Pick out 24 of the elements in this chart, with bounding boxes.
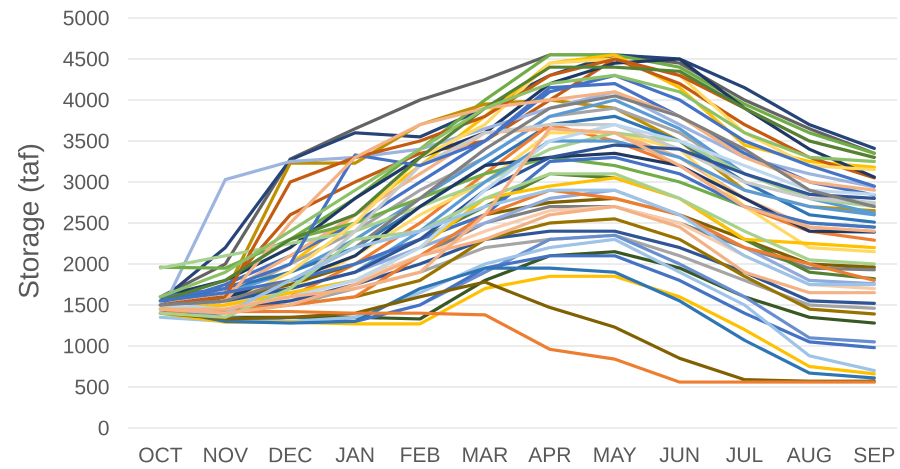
y-tick-label: 5000 [64,10,109,26]
x-tick-label: JUL [726,448,762,462]
y-tick-label: 2500 [64,216,109,230]
x-tick-label: OCT [139,448,182,462]
y-tick-label: 3500 [64,134,109,148]
x-tick-label: JUN [660,448,698,462]
y-tick-label: 4500 [63,52,109,66]
x-tick-label: MAR [463,448,508,462]
y-tick-label: 0 [98,420,109,436]
y-tick-label: 1000 [64,338,109,354]
x-tick-label: MAY [594,448,636,462]
y-tick-label: 2000 [64,256,109,272]
y-tick-label: 4000 [63,92,109,108]
x-tick-label: SEP [854,448,894,462]
y-axis-title: Storage (taf) [18,144,44,298]
x-tick-label: FEB [401,448,440,462]
x-tick-label: APR [528,448,570,462]
y-tick-label: 1500 [64,298,109,312]
x-tick-label: NOV [204,448,248,462]
y-tick-label: 500 [75,380,109,394]
x-tick-label: AUG [786,448,831,462]
x-tick-label: JAN [336,448,374,462]
x-tick-label: DEC [270,448,312,462]
y-tick-label: 3000 [64,174,109,190]
